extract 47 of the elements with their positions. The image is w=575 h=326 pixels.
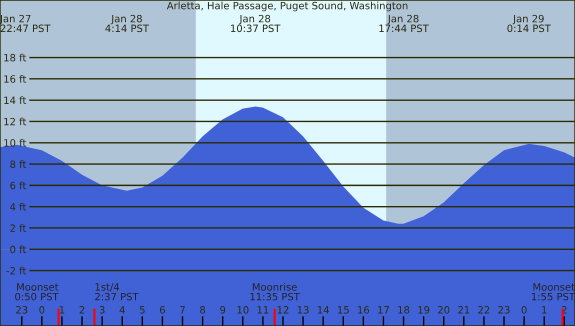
y-tick-label: 2 ft (10, 224, 26, 232)
x-tick-label: 4 (120, 306, 125, 314)
x-tick-label: 22 (478, 306, 490, 314)
x-tick-label: 10 (238, 306, 248, 314)
y-tick-label: 4 ft (10, 202, 26, 210)
ref-line-label: Moonset 0:50 PST (15, 283, 59, 300)
y-tick-label: 16 ft (4, 75, 26, 83)
x-tick-label: 6 (160, 306, 165, 314)
x-tick-label: 5 (140, 306, 145, 314)
y-tick-label: -2 ft (6, 266, 26, 274)
x-tick-label: 0 (522, 306, 527, 314)
y-tick-label: 0 ft (10, 245, 26, 254)
x-tick-label: 19 (418, 306, 430, 314)
ref-line-label: Moonset 1:55 PST (532, 283, 575, 300)
ref-line-label: Moonrise 11:35 PST (250, 282, 300, 300)
y-tick-label: 14 ft (4, 96, 26, 104)
chart-title: Arletta, Hale Passage, Puget Sound, Washington (166, 2, 408, 12)
x-tick-label: 0 (39, 306, 44, 314)
x-tick-label: 18 (398, 306, 410, 314)
annotation: Jan 29 0:14 PST (507, 14, 551, 32)
y-tick-label: 18 ft (4, 54, 26, 62)
x-tick-label: 2 (80, 306, 84, 314)
annotation: Jan 28 17:44 PST (379, 14, 429, 32)
x-tick-label: 7 (180, 306, 185, 314)
x-tick-label: 17 (378, 306, 389, 314)
y-tick-label: 12 ft (4, 118, 26, 126)
x-tick-label: 8 (200, 306, 206, 314)
x-tick-label: 15 (338, 306, 349, 314)
x-tick-label: 3 (100, 306, 105, 314)
x-tick-label: 14 (318, 306, 329, 314)
y-tick-label: 6 ft (10, 182, 26, 190)
x-tick-label: 16 (358, 306, 370, 314)
x-tick-label: 9 (220, 306, 226, 314)
x-tick-label: 23 (498, 306, 510, 314)
annotation: Jan 28 10:37 PST (231, 14, 280, 32)
x-tick-label: 20 (438, 306, 450, 314)
y-tick-label: 10 ft (4, 138, 26, 147)
x-tick-label: 1 (542, 306, 546, 314)
x-tick-label: 1 (60, 306, 64, 314)
x-tick-label: 13 (298, 306, 309, 314)
y-tick-label: 8 ft (10, 160, 26, 168)
annotation: Jan 28 4:14 PST (105, 14, 150, 32)
x-tick-label: 23 (16, 306, 28, 314)
ref-line-label: 1st/4 2:37 PST (95, 283, 139, 300)
x-tick-label: 21 (458, 306, 470, 314)
x-tick-label: 12 (278, 306, 288, 314)
x-tick-label: 11 (258, 306, 268, 314)
